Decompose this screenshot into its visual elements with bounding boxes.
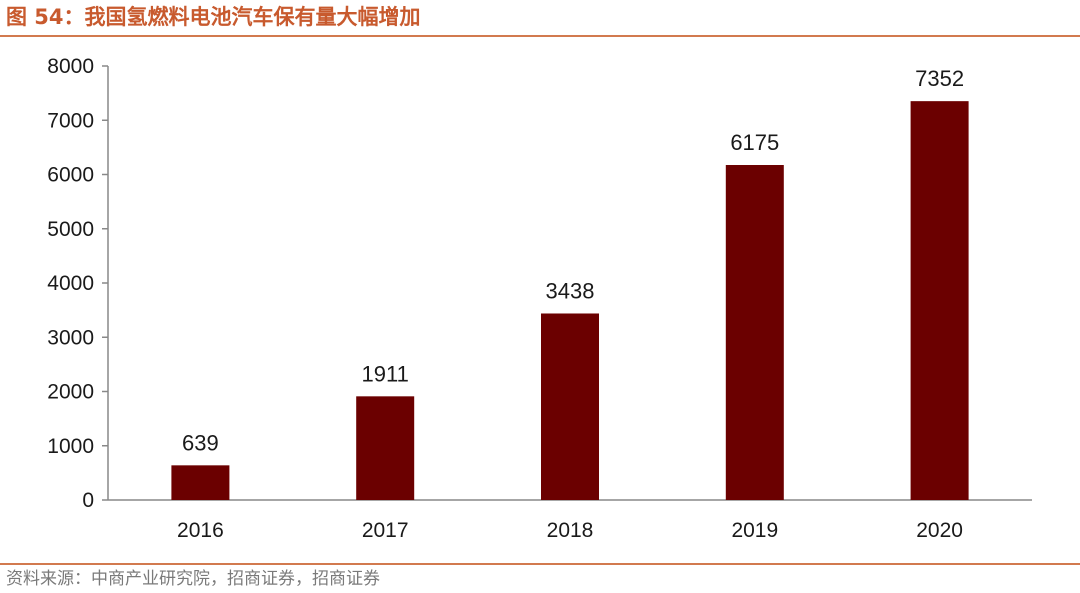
- y-tick-label: 2000: [47, 381, 94, 404]
- y-tick-label: 4000: [47, 272, 94, 295]
- bar: [541, 313, 599, 500]
- title-rule: [0, 35, 1080, 37]
- y-tick-label: 5000: [47, 218, 94, 241]
- x-tick-label: 2016: [177, 519, 224, 542]
- data-label: 639: [182, 430, 219, 455]
- source-note: 资料来源：中商产业研究院，招商证券，招商证券: [6, 569, 380, 589]
- bar: [171, 465, 230, 500]
- x-tick-label: 2017: [362, 519, 409, 542]
- data-label: 7352: [915, 66, 964, 91]
- y-tick-label: 8000: [47, 55, 94, 78]
- data-label: 6175: [730, 130, 779, 155]
- bar: [356, 396, 415, 500]
- bar-chart: 0 1000 2000 3000 4000 5000 6000 7000 8000 639 2016…: [47, 55, 1032, 542]
- y-tick-label: 0: [82, 489, 94, 512]
- source-rule: [0, 563, 1080, 565]
- bar: [910, 101, 969, 501]
- data-label: 1911: [362, 361, 409, 386]
- y-tick-label: 1000: [47, 435, 94, 458]
- x-tick-label: 2018: [547, 519, 594, 542]
- x-tick-label: 2019: [731, 519, 778, 542]
- y-tick-label: 3000: [47, 326, 94, 349]
- y-tick-label: 6000: [47, 164, 94, 187]
- bar: [725, 165, 784, 500]
- data-label: 3438: [546, 278, 595, 303]
- y-tick-label: 7000: [47, 109, 94, 132]
- figure-title: 图 54：我国氢燃料电池汽车保有量大幅增加: [6, 5, 421, 29]
- x-tick-label: 2020: [916, 519, 963, 542]
